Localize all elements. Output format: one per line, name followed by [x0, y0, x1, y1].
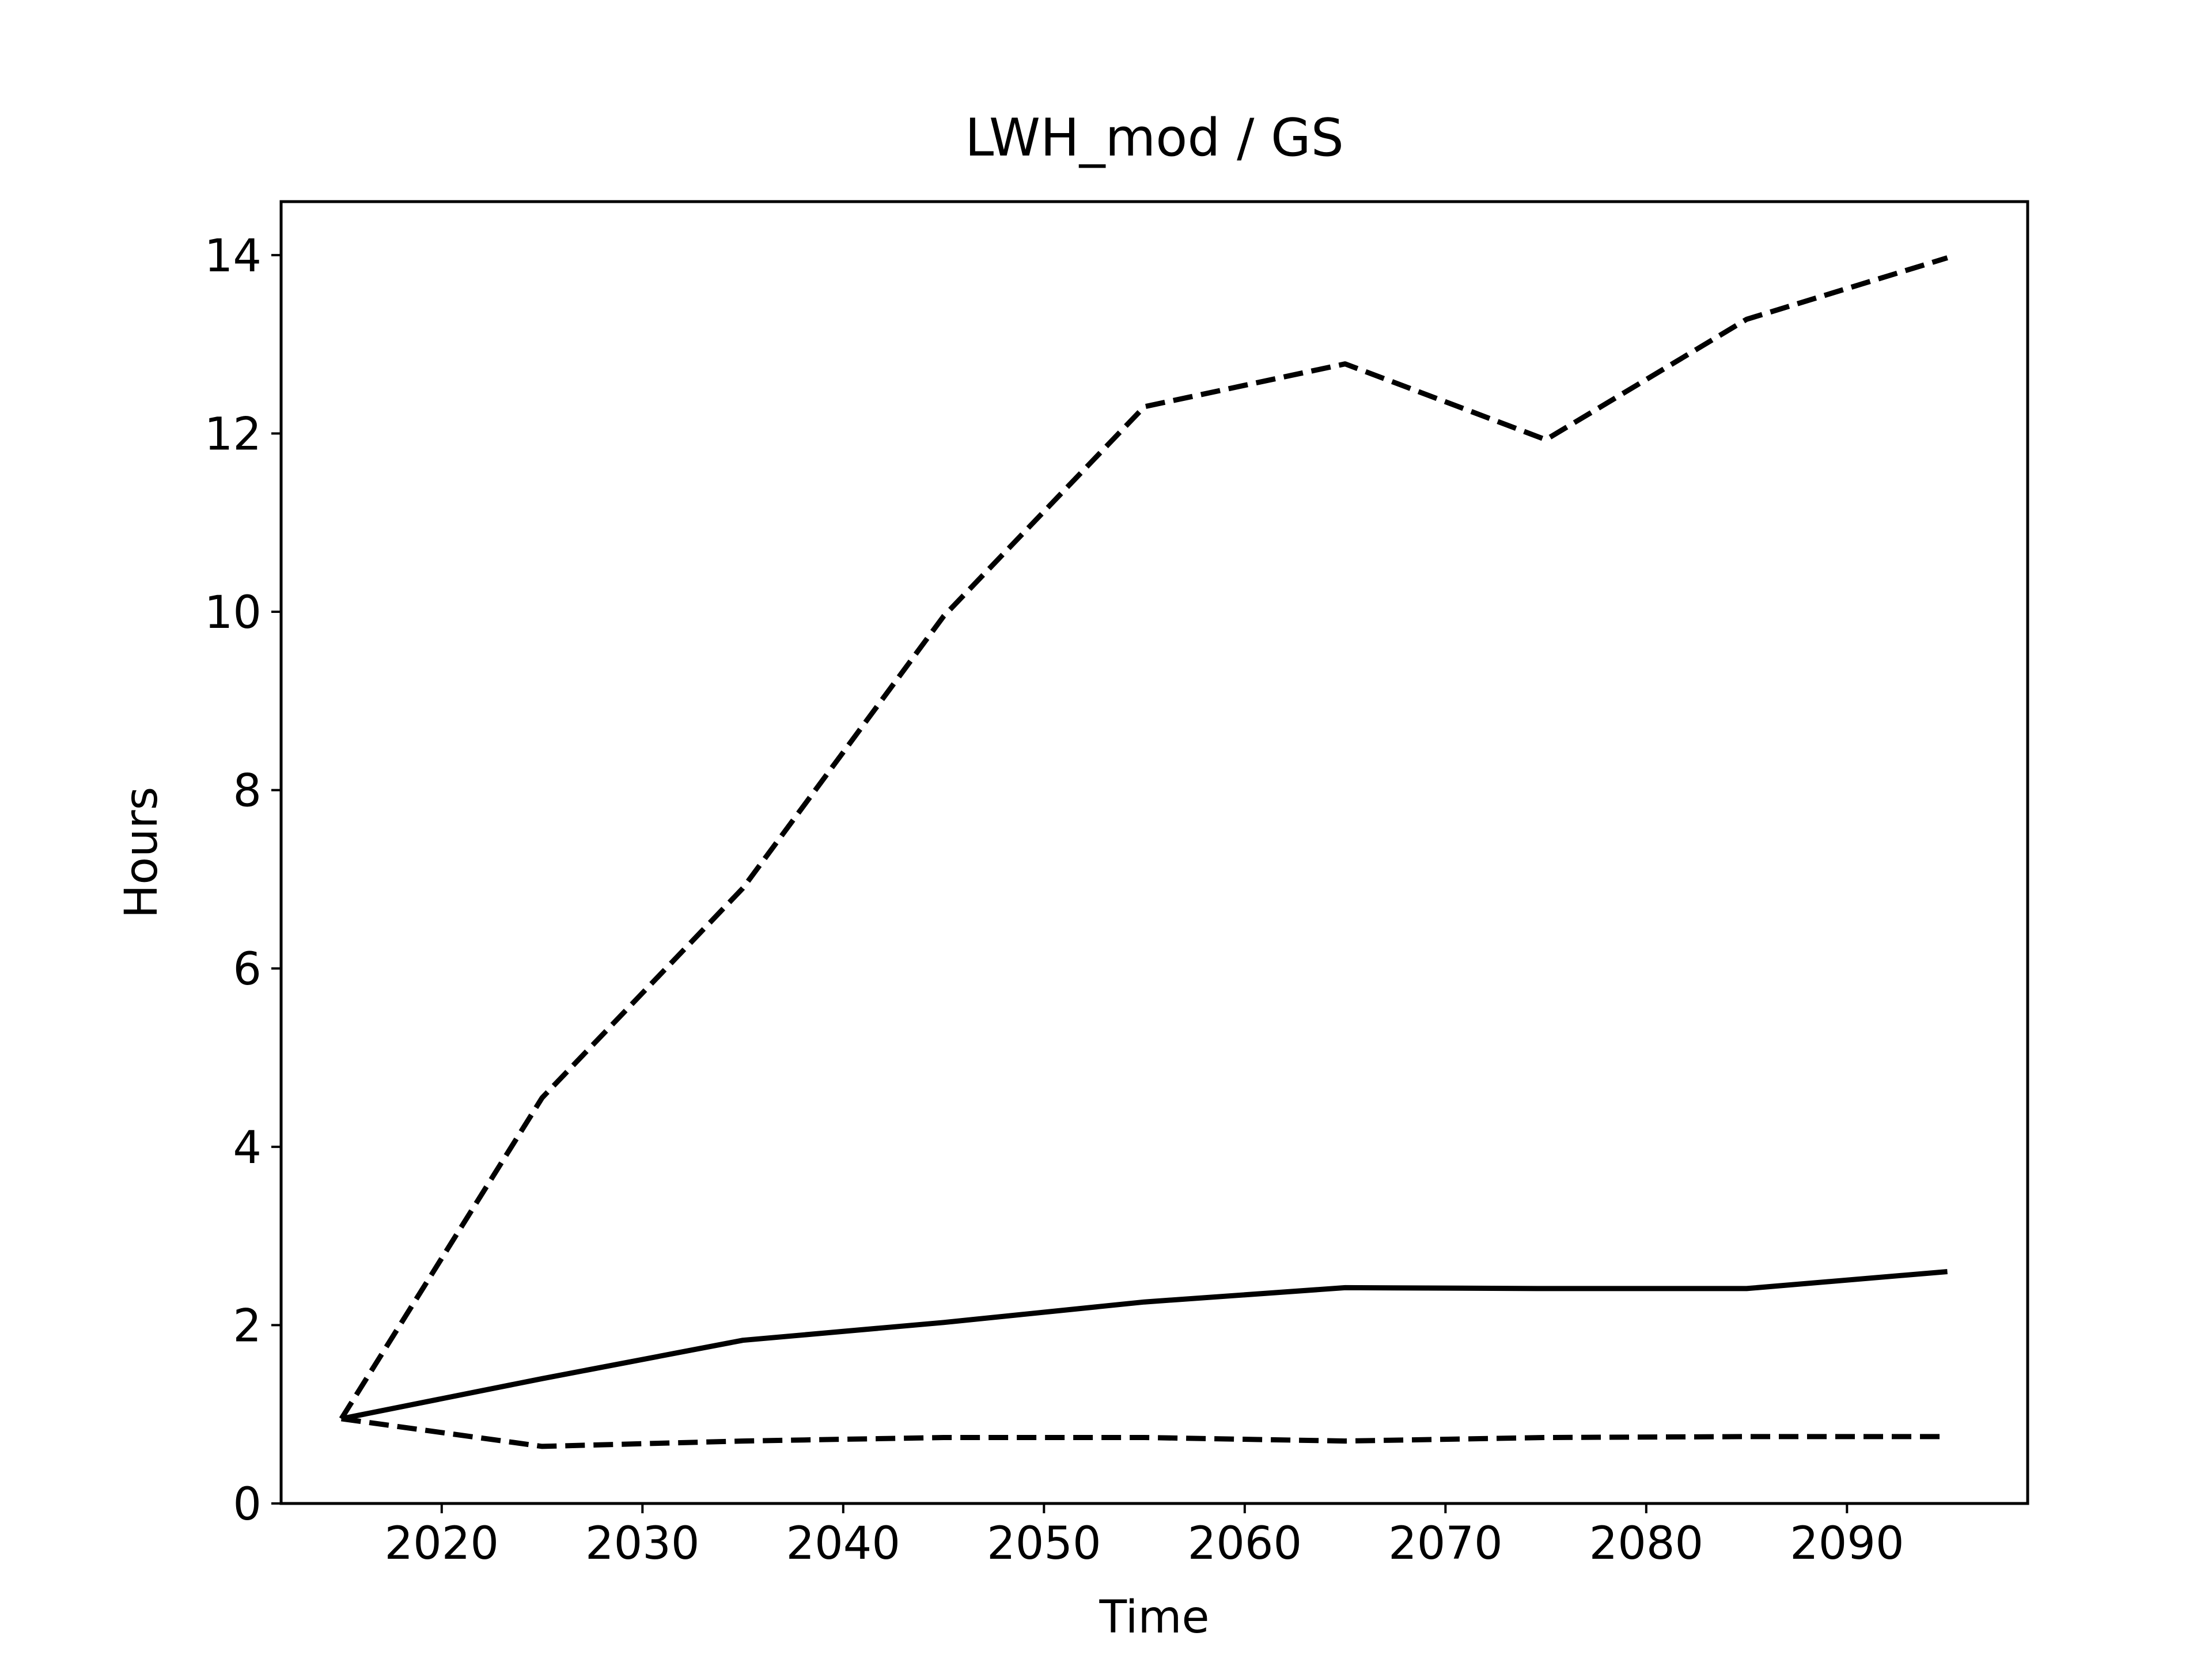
x-axis: 2020 2030 2040 2050 2060 2070 2080 2090: [385, 1503, 1904, 1570]
series-line-2: [340, 1269, 1948, 1422]
y-tick-label: 2: [233, 1300, 262, 1352]
y-axis: 0 2 4 6 8 10 12 14: [204, 230, 281, 1531]
x-tick-label: 2040: [786, 1518, 901, 1570]
y-tick-label: 0: [233, 1479, 262, 1531]
x-tick-label: 2090: [1790, 1518, 1904, 1570]
series-line-3: [340, 1416, 1948, 1449]
y-tick-label: 14: [204, 230, 262, 282]
x-tick-label: 2020: [385, 1518, 499, 1570]
plot-area: [339, 255, 1948, 1449]
x-tick-label: 2030: [585, 1518, 700, 1570]
y-tick-label: 12: [204, 408, 262, 460]
x-tick-label: 2070: [1388, 1518, 1503, 1570]
y-axis-label: Hours: [116, 787, 168, 919]
y-tick-label: 6: [233, 944, 262, 995]
x-tick-label: 2080: [1589, 1518, 1704, 1570]
y-tick-label: 10: [204, 587, 262, 639]
y-tick-label: 4: [233, 1122, 262, 1174]
chart-title: LWH_mod / GS: [965, 108, 1344, 168]
x-axis-label: Time: [1099, 1592, 1210, 1643]
x-tick-label: 2050: [987, 1518, 1101, 1570]
y-tick-label: 8: [233, 766, 262, 817]
x-tick-label: 2060: [1188, 1518, 1302, 1570]
axes-frame: [279, 200, 2029, 1505]
series-line-1: [339, 255, 1948, 1421]
